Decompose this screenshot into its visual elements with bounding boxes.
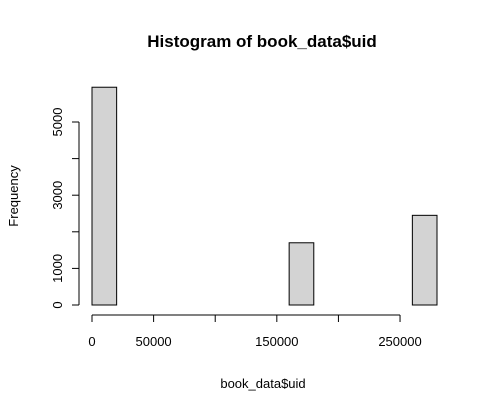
bars-group xyxy=(91,86,438,306)
x-tick-label-3: 150000 xyxy=(255,334,298,349)
chart-title: Histogram of book_data$uid xyxy=(147,32,377,51)
histogram-bar-13 xyxy=(411,214,438,306)
y-tick-label-0: 0 xyxy=(50,301,65,308)
y-tick-label-1: 1000 xyxy=(50,254,65,283)
y-tick-label-3: 3000 xyxy=(50,181,65,210)
histogram-bar-0 xyxy=(91,86,118,306)
x-axis-label: book_data$uid xyxy=(220,376,305,391)
histogram-bar-8 xyxy=(288,242,315,306)
x-axis: 0 50000 150000 250000 xyxy=(88,314,422,349)
x-tick-label-5: 250000 xyxy=(378,334,421,349)
y-tick-label-5: 5000 xyxy=(50,108,65,137)
y-axis-label: Frequency xyxy=(6,165,21,227)
x-tick-label-0: 0 xyxy=(88,334,95,349)
x-tick-label-1: 50000 xyxy=(136,334,172,349)
y-axis: 0 1000 3000 5000 xyxy=(50,108,80,309)
